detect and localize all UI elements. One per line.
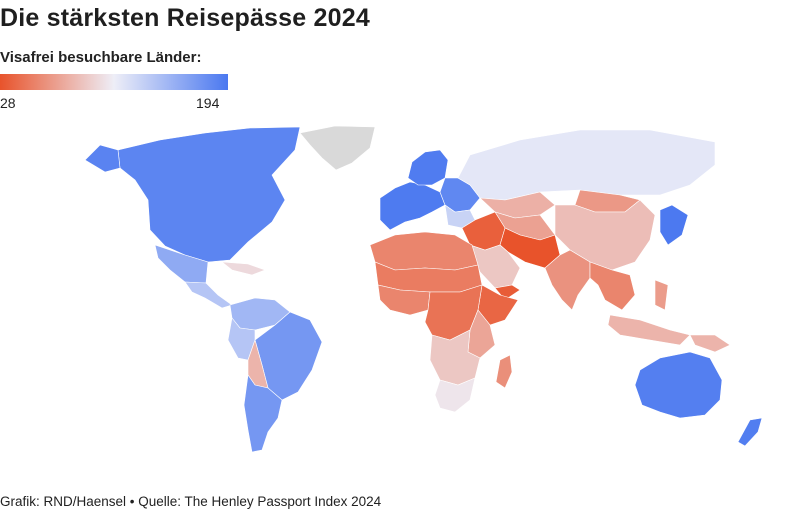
region-south-africa [434,377,476,413]
region-north-africa [369,231,479,271]
region-western-europe [379,181,446,231]
region-southern-africa [429,329,481,386]
world-map [84,125,763,453]
region-scandinavia [407,149,449,186]
region-caribbean [221,261,266,276]
legend-min-label: 28 [0,95,16,111]
region-india [544,249,591,311]
region-philippines [654,279,669,311]
region-west-africa [377,284,431,316]
legend-max-label: 194 [196,95,220,111]
region-malaysia-indonesia [607,314,691,346]
legend-color-bar [0,74,228,90]
region-papua [689,334,731,353]
source-footer: Grafik: RND/Haensel • Quelle: The Henley… [0,494,382,509]
region-australia [634,351,723,419]
region-arabian-peninsula [469,244,521,289]
region-greenland [299,125,376,171]
region-madagascar [495,354,513,389]
region-alaska [84,144,121,173]
chart-title: Die stärksten Reisepässe 2024 [0,4,370,32]
region-russia [457,129,716,201]
region-korea-japan [659,204,689,246]
region-new-zealand [737,417,763,447]
region-argentina-chile [243,374,283,453]
legend-title: Visafrei besuchbare Länder: [0,49,202,66]
region-central-america [184,281,233,309]
region-north-america [117,126,301,263]
region-southeast-asia [589,261,636,311]
